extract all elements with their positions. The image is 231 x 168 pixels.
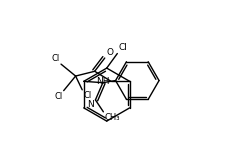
Text: Cl: Cl (52, 54, 60, 63)
Text: NH: NH (96, 77, 109, 86)
Text: CH₃: CH₃ (104, 113, 119, 122)
Text: Cl: Cl (54, 92, 62, 101)
Text: Cl: Cl (83, 91, 91, 100)
Text: N: N (87, 100, 93, 109)
Text: O: O (106, 48, 112, 57)
Text: Cl: Cl (118, 44, 126, 52)
